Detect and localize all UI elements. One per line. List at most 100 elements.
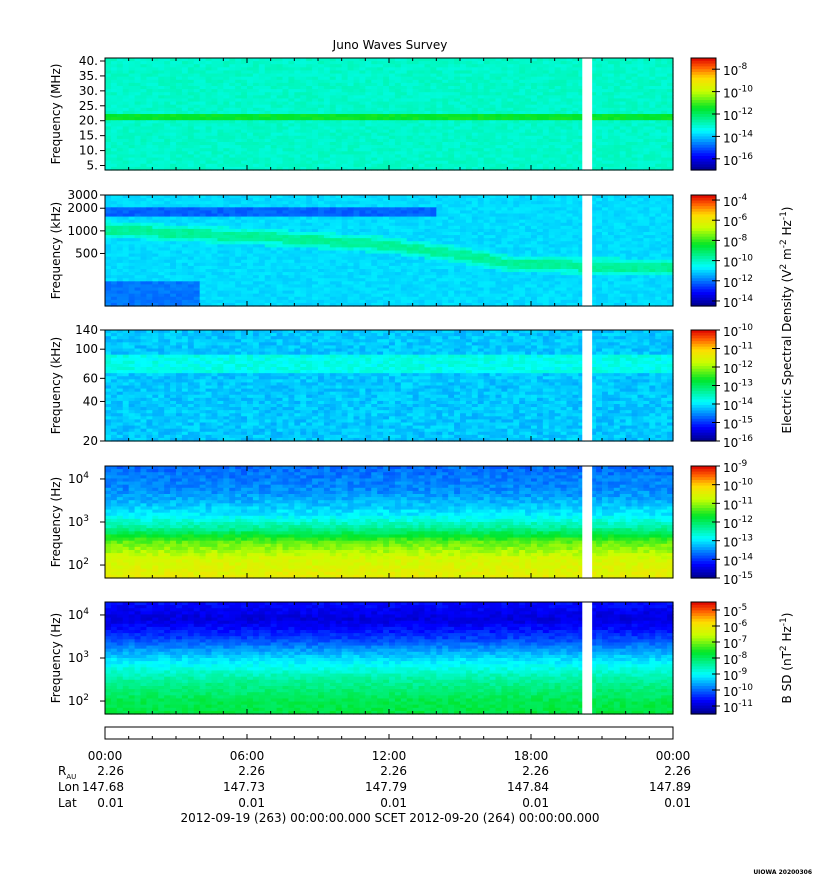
- colorbar-tick-label: 10-14: [723, 129, 753, 145]
- y-tick-label: 102: [68, 693, 89, 708]
- y-tick-label: 102: [68, 557, 89, 572]
- y-tick-label: 60: [83, 371, 98, 385]
- y-tick-label: 40.: [79, 54, 98, 68]
- time-tick-label: 00:00: [88, 749, 123, 763]
- colorbar-tick-label: 10-12: [723, 360, 753, 376]
- scet-range-label: 2012-09-19 (263) 00:00:00.000 SCET 2012-…: [180, 811, 599, 825]
- ephemeris-value: 147.68: [82, 780, 124, 794]
- chart-title: Juno Waves Survey: [332, 38, 448, 52]
- data-gap: [582, 602, 593, 714]
- spectrogram-panel-1: 40.35.30.25.20.15.10.5. Frequency (MHz): [49, 54, 674, 173]
- ephemeris-label: RAU: [58, 764, 76, 781]
- ephemeris-value: 2.26: [664, 764, 691, 778]
- colorbar-tick-label: 10-16: [723, 434, 753, 450]
- ephemeris-label: Lat: [58, 796, 77, 810]
- y-tick-label: 2000: [67, 201, 98, 215]
- colorbar-frame: [690, 194, 717, 307]
- colorbar-1: 10-8 10-10 10-12 10-14 10-16: [690, 57, 753, 171]
- colorbar-tick-label: 10-12: [723, 515, 753, 531]
- y-axis-label: Frequency (Hz): [49, 477, 63, 568]
- spectrogram-panel-3: 140 100 60 40 20 Frequency (kHz): [49, 323, 674, 448]
- y-tick-label: 104: [68, 471, 89, 486]
- y-tick-label: 104: [68, 607, 89, 622]
- magnetic-colorbar-title: B SD (nT2 Hz-1): [779, 613, 794, 704]
- y-tick-label: 100: [75, 342, 98, 356]
- ephemeris-label: Lon: [58, 780, 79, 794]
- data-gap: [582, 466, 593, 578]
- colorbar-tick-label: 10-14: [723, 552, 753, 568]
- colorbar-tick-label: 10-14: [723, 294, 753, 310]
- ephemeris-value: 0.01: [238, 796, 265, 810]
- spectrogram-cells: [105, 58, 674, 171]
- colorbar-4: 10-9 10-10 10-11 10-12 10-13 10-14 10-15: [690, 459, 753, 587]
- ephemeris-value: 147.84: [507, 780, 549, 794]
- y-tick-label: 103: [68, 514, 89, 529]
- spectrogram-panel-4: 104 103 102 Frequency (Hz): [49, 465, 674, 579]
- colorbar-tick-label: 10-6: [723, 213, 748, 229]
- y-tick-label: 103: [68, 650, 89, 665]
- ephemeris-value: 0.01: [380, 796, 407, 810]
- colorbar-tick-label: 10-12: [723, 107, 753, 123]
- time-tick-label: 00:00: [656, 749, 691, 763]
- colorbar-tick-label: 10-16: [723, 152, 753, 168]
- ephemeris-value: 0.01: [522, 796, 549, 810]
- ephemeris-value: 2.26: [97, 764, 124, 778]
- ephemeris-value: 0.01: [97, 796, 124, 810]
- spectrogram-panel-5: 104 103 102 Frequency (Hz): [49, 601, 674, 715]
- colorbar-3: 10-10 10-11 10-12 10-13 10-14 10-15 10-16: [690, 323, 753, 450]
- time-tick-label: 06:00: [230, 749, 265, 763]
- y-axis-label: Frequency (Hz): [49, 613, 63, 704]
- colorbar-tick-label: 10-10: [723, 85, 753, 101]
- colorbar-tick-label: 10-9: [723, 667, 748, 683]
- y-tick-label: 30.: [79, 84, 98, 98]
- colorbar-tick-label: 10-6: [723, 619, 748, 635]
- y-tick-label: 10.: [79, 144, 98, 158]
- y-tick-label: 1000: [67, 224, 98, 238]
- colorbar-tick-label: 10-10: [723, 254, 753, 270]
- electric-colorbar-title: Electric Spectral Density (V2 m-2 Hz-1): [779, 206, 794, 433]
- spectrogram-cells: [105, 466, 674, 579]
- ephemeris-value: 2.26: [238, 764, 265, 778]
- data-gap: [582, 195, 593, 306]
- ephemeris-value: 2.26: [380, 764, 407, 778]
- ephemeris-value: 147.89: [649, 780, 691, 794]
- colorbar-tick-label: 10-11: [723, 342, 753, 358]
- colorbar-tick-label: 10-8: [723, 233, 748, 249]
- colorbar-tick-label: 10-13: [723, 534, 753, 550]
- y-tick-label: 25.: [79, 99, 98, 113]
- colorbar-tick-label: 10-8: [723, 62, 748, 78]
- colorbar-tick-label: 10-12: [723, 274, 753, 290]
- colorbar-tick-label: 10-4: [723, 193, 748, 209]
- colorbar-tick-label: 10-9: [723, 459, 748, 475]
- spectrogram-cells: [105, 602, 674, 715]
- colorbar-tick-label: 10-8: [723, 651, 748, 667]
- y-tick-label: 3000: [67, 188, 98, 202]
- y-tick-label: 40: [83, 394, 98, 408]
- colorbar-tick-label: 10-15: [723, 416, 753, 432]
- y-tick-label: 35.: [79, 69, 98, 83]
- y-tick-label: 20.: [79, 114, 98, 128]
- ephemeris-value: 147.73: [223, 780, 265, 794]
- colorbar-tick-label: 10-5: [723, 603, 747, 619]
- data-gap: [582, 330, 593, 441]
- y-axis-label: Frequency (MHz): [49, 64, 63, 165]
- colorbar-tick-label: 10-10: [723, 683, 753, 699]
- time-tick-label: 18:00: [514, 749, 549, 763]
- colorbar-tick-label: 10-14: [723, 397, 753, 413]
- y-tick-label: 5.: [87, 159, 98, 173]
- colorbar-2: 10-4 10-6 10-8 10-10 10-12 10-14: [690, 193, 753, 310]
- ephemeris-value: 0.01: [664, 796, 691, 810]
- colorbar-tick-label: 10-10: [723, 478, 753, 494]
- ephemeris-value: 147.79: [365, 780, 407, 794]
- colorbar-tick-label: 10-13: [723, 379, 753, 395]
- footer-stamp: UIOWA 20200306: [753, 869, 812, 876]
- y-tick-label: 140: [75, 323, 98, 337]
- y-axis-label: Frequency (kHz): [49, 202, 63, 299]
- y-tick-label: 500: [75, 246, 98, 260]
- colorbar-tick-label: 10-15: [723, 571, 753, 587]
- colorbar-tick-label: 10-7: [723, 635, 747, 651]
- y-tick-label: 20: [83, 434, 98, 448]
